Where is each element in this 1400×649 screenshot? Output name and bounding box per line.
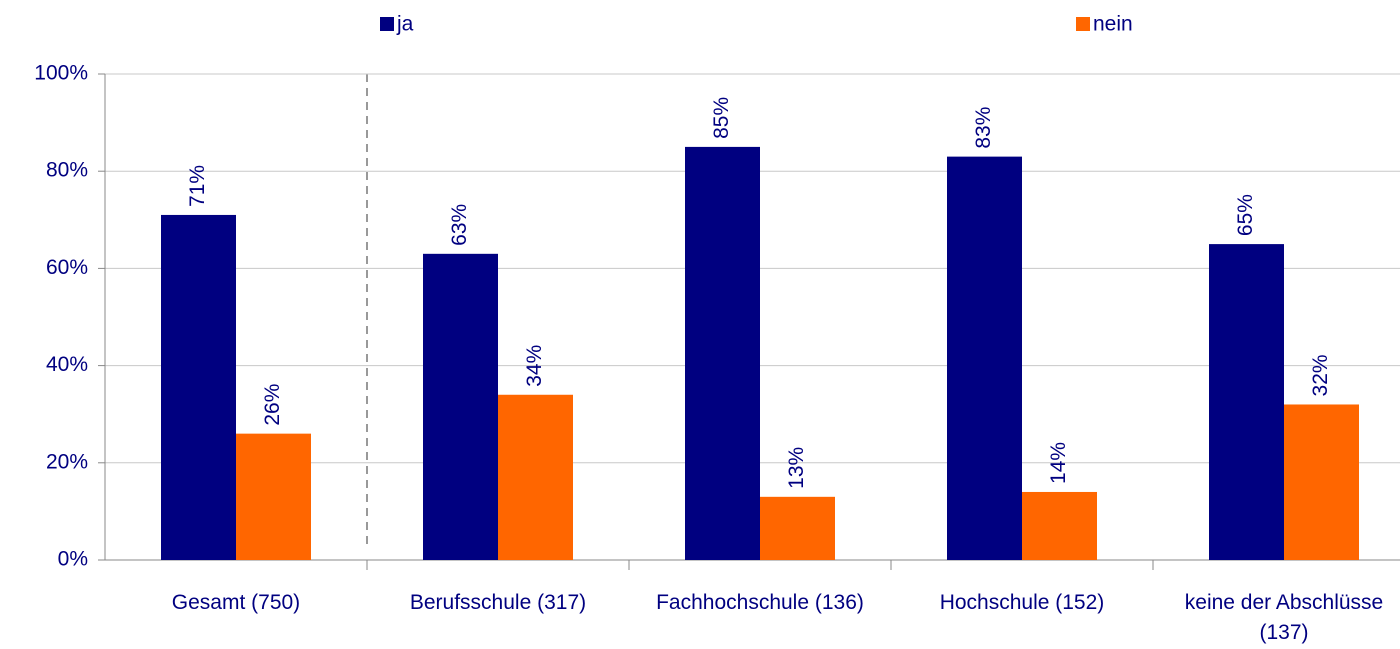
data-label: 71% [186,165,209,207]
y-tick-label: 20% [46,450,88,473]
data-label: 13% [785,447,808,489]
data-label: 26% [261,384,284,426]
legend-swatch [380,17,394,31]
bar [236,433,311,560]
bar [1284,404,1359,560]
y-tick-label: 80% [46,159,88,182]
x-tick-label: Fachhochschule (136) [656,591,864,614]
x-tick-label: Hochschule (152) [939,591,1105,614]
legend-label: ja [396,13,414,36]
legend-swatch [1076,17,1090,31]
bar [1209,244,1284,560]
data-label: 85% [710,97,733,139]
data-label: 65% [1234,194,1257,236]
data-label: 32% [1309,354,1332,396]
bar [947,156,1022,560]
x-tick-label: Berufsschule (317) [409,591,587,614]
bar [161,214,236,560]
bar [498,394,573,560]
bar [423,253,498,560]
data-label: 34% [523,345,546,387]
data-label: 83% [972,107,995,149]
data-label: 14% [1047,442,1070,484]
x-tick-label: keine der Abschlüsse (137) [1184,591,1384,644]
bar [685,146,760,560]
legend-label: nein [1093,13,1133,36]
y-tick-label: 0% [58,548,88,571]
data-label: 63% [448,204,471,246]
bar [1022,491,1097,560]
y-tick-label: 60% [46,256,88,279]
y-tick-label: 40% [46,353,88,376]
bar [760,496,835,560]
x-tick-label: Gesamt (750) [171,591,301,614]
y-tick-label: 100% [34,62,88,85]
